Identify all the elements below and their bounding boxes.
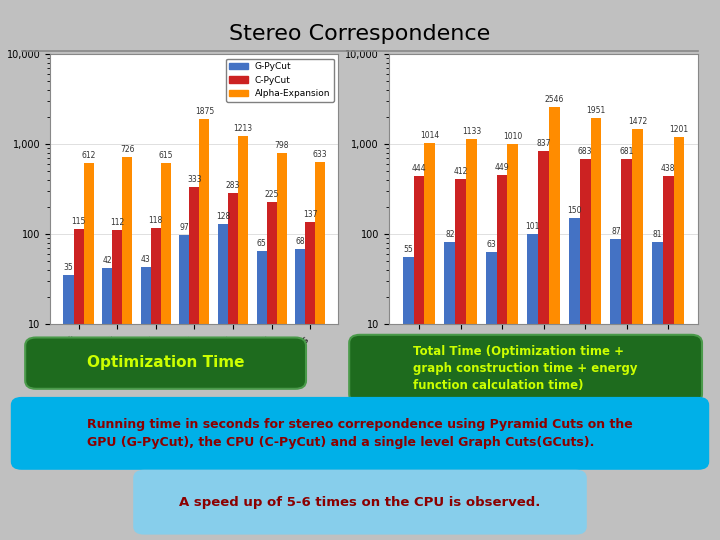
Bar [632,129,643,540]
Text: 137: 137 [303,210,318,219]
Text: 35: 35 [63,263,73,272]
Bar [150,227,161,540]
Text: 225: 225 [264,190,279,199]
Bar [305,222,315,540]
Text: Running time in seconds for stereo correpondence using Pyramid Cuts on the
GPU (: Running time in seconds for stereo corre… [87,418,633,449]
Text: A speed up of 5-6 times on the CPU is observed.: A speed up of 5-6 times on the CPU is ob… [179,496,541,509]
Text: 798: 798 [274,141,289,150]
Text: 2546: 2546 [545,96,564,104]
Text: 1472: 1472 [628,117,647,126]
Text: 65: 65 [257,239,266,248]
Text: 615: 615 [158,151,173,160]
Text: 412: 412 [454,167,468,176]
Text: 1133: 1133 [462,127,481,136]
Bar [549,107,559,540]
Text: 726: 726 [120,145,135,153]
Text: 63: 63 [487,240,496,249]
Bar [673,137,684,540]
Bar [466,139,477,540]
Text: 42: 42 [102,256,112,265]
Text: 128: 128 [216,212,230,221]
Text: 683: 683 [578,147,593,156]
Text: 150: 150 [567,206,582,215]
Legend: G-PyCut, C-PyCut, Alpha-Expansion: G-PyCut, C-PyCut, Alpha-Expansion [226,58,334,102]
Text: 438: 438 [661,164,675,173]
Text: 1875: 1875 [195,107,214,117]
Bar [189,187,199,540]
Text: 97: 97 [179,223,189,232]
Text: 444: 444 [412,164,426,173]
Text: 612: 612 [81,151,96,160]
Text: 1213: 1213 [233,124,253,133]
Text: 43: 43 [141,255,150,264]
Text: 55: 55 [403,245,413,254]
Text: 115: 115 [71,217,86,226]
Text: 333: 333 [187,175,202,184]
Bar [63,275,73,540]
Text: 837: 837 [536,139,551,148]
Text: 681: 681 [619,147,634,156]
Bar [652,242,662,540]
Bar [161,163,171,540]
Text: 283: 283 [226,181,240,190]
Bar [590,118,601,540]
Text: 1951: 1951 [586,106,606,115]
Text: 112: 112 [110,218,125,227]
Text: 82: 82 [445,230,454,239]
Bar [73,228,84,540]
Text: 68: 68 [295,237,305,246]
Bar [425,144,436,540]
Text: Stereo Correspondence: Stereo Correspondence [230,24,490,44]
Bar [539,151,549,540]
Text: 1010: 1010 [503,132,523,140]
Text: Total Time (Optimization time +
graph construction time + energy
function calcul: Total Time (Optimization time + graph co… [413,345,638,393]
Bar [276,153,287,540]
Bar [444,242,455,540]
Bar [414,176,425,540]
Bar [497,176,508,540]
Bar [228,193,238,540]
Bar [295,249,305,540]
Text: 633: 633 [313,150,328,159]
Bar [569,218,580,540]
Bar [403,258,414,540]
Text: 81: 81 [652,230,662,239]
Bar [218,224,228,540]
Bar [528,234,539,540]
Bar [112,230,122,540]
Bar [122,157,132,540]
Bar [238,137,248,540]
Bar [266,202,276,540]
Bar [315,162,325,540]
Bar [611,239,621,540]
Bar [179,235,189,540]
Text: 101: 101 [526,221,540,231]
Bar [580,159,590,540]
Bar [256,251,266,540]
Bar [508,144,518,540]
Bar [621,159,632,540]
Text: 118: 118 [148,215,163,225]
Bar [662,176,673,540]
Text: 1201: 1201 [670,125,688,134]
Bar [455,179,466,540]
Text: Optimization Time: Optimization Time [87,355,244,370]
Bar [102,268,112,540]
Text: 87: 87 [611,227,621,237]
Bar [140,267,150,540]
Text: 1014: 1014 [420,131,439,140]
Text: 449: 449 [495,163,510,172]
Bar [486,252,497,540]
Bar [84,163,94,540]
Bar [199,119,210,540]
